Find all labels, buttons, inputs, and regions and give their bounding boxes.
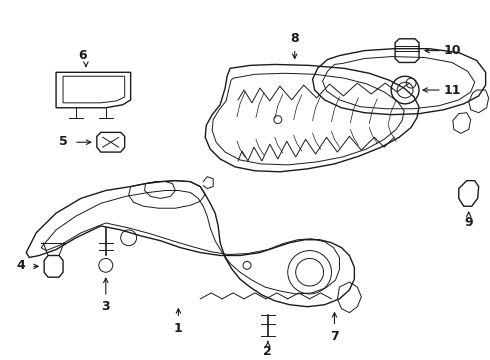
- Text: 5: 5: [59, 135, 68, 148]
- Text: 1: 1: [174, 322, 183, 335]
- Text: 10: 10: [444, 44, 462, 57]
- Text: 6: 6: [78, 49, 87, 62]
- Text: 2: 2: [264, 345, 272, 357]
- Text: 7: 7: [330, 330, 339, 343]
- Text: 11: 11: [444, 84, 462, 96]
- Text: 3: 3: [101, 300, 110, 313]
- Text: 8: 8: [291, 32, 299, 45]
- Text: 9: 9: [465, 216, 473, 229]
- Text: 4: 4: [17, 259, 25, 272]
